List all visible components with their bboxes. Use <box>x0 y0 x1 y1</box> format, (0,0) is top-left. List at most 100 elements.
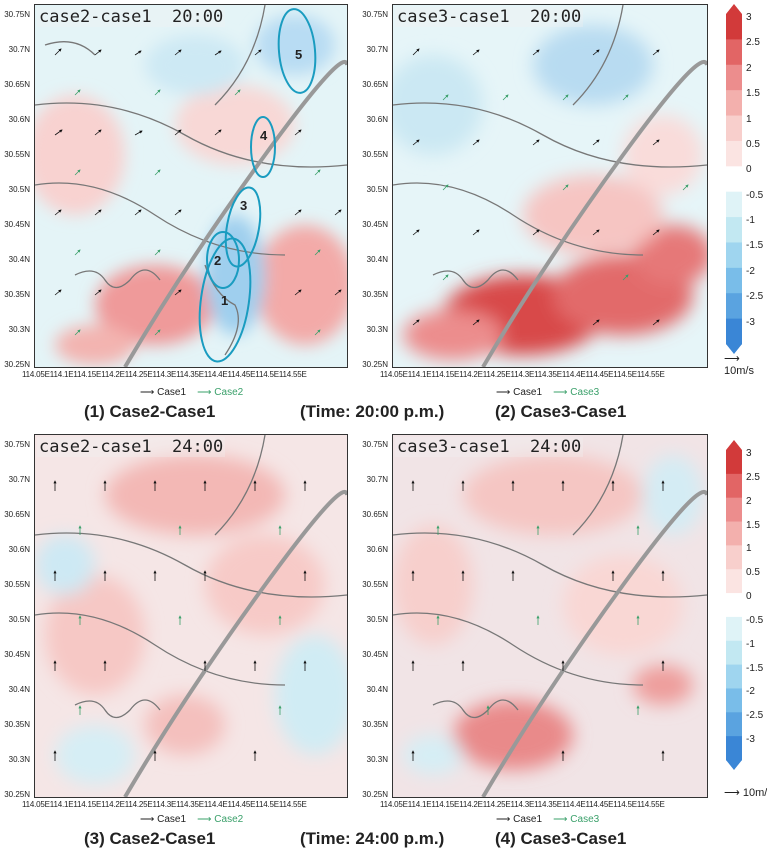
y-tick-label: 30.7N <box>8 475 30 484</box>
region-label-3: 3 <box>240 198 247 213</box>
map-frame: case2-case1 24:00 <box>34 434 348 798</box>
colorbar-segment <box>726 736 742 761</box>
colorbar-segment <box>726 473 742 499</box>
y-tick-label: 30.3N <box>366 755 388 764</box>
y-tick-label: 30.6N <box>8 115 30 124</box>
y-tick-label: 30.35N <box>4 720 30 729</box>
colorbar-segment <box>726 14 742 40</box>
y-tick-label: 30.3N <box>8 325 30 334</box>
y-tick-label: 30.6N <box>366 115 388 124</box>
y-tick-label: 30.35N <box>362 290 388 299</box>
colorbar-tick-label: -1 <box>746 638 755 650</box>
y-tick-label: 30.35N <box>4 290 30 299</box>
map-frame: case3-case1 20:00 <box>392 4 708 368</box>
colorbar-segment <box>726 616 742 642</box>
reference-vector-unit: 10m/s <box>742 787 767 799</box>
legend-case-b: Case2 <box>214 387 244 398</box>
colorbar-segment <box>726 242 742 269</box>
y-tick-label: 30.75N <box>4 10 30 19</box>
colorbar-tick-label: 2 <box>746 495 752 507</box>
y-tick-label: 30.65N <box>4 510 30 519</box>
colorbar-top <box>724 4 744 359</box>
map-frame: case3-case1 24:00 <box>392 434 708 798</box>
colorbar-segment <box>726 267 742 294</box>
legend-case-a: Case1 <box>157 814 187 825</box>
y-tick-label: 30.7N <box>366 45 388 54</box>
colorbar-scale <box>726 4 742 354</box>
y-tick-label: 30.3N <box>366 325 388 334</box>
map-frame: 1 2 3 4 5 case2-case1 20:00 <box>34 4 348 368</box>
y-tick-label: 30.55N <box>4 580 30 589</box>
colorbar-segment <box>726 293 742 320</box>
y-tick-label: 30.7N <box>366 475 388 484</box>
map-canvas: 1 2 3 4 5 <box>35 5 347 367</box>
region-label-5: 5 <box>295 47 302 62</box>
colorbar-tick-label: -2 <box>746 686 755 698</box>
legend-case-a: Case1 <box>513 814 543 825</box>
vector-legend: ⟶ Case1 ⟶ Case3 <box>496 814 600 825</box>
y-tick-label: 30.65N <box>362 80 388 89</box>
colorbar-tick-label: -2 <box>746 265 755 277</box>
x-axis-ticks: 114.05E114.1E114.15E114.2E114.25E114.3E1… <box>380 370 665 379</box>
colorbar-segment <box>726 593 742 618</box>
vector-legend: ⟶ Case1 ⟶ Case3 <box>496 387 600 398</box>
region-label-2: 2 <box>214 253 221 268</box>
colorbar-segment <box>726 640 742 666</box>
y-tick-label: 30.45N <box>4 650 30 659</box>
y-tick-label: 30.25N <box>362 360 388 369</box>
colorbar-segment <box>726 90 742 117</box>
y-tick-label: 30.55N <box>4 150 30 159</box>
colorbar-segment <box>726 64 742 91</box>
y-tick-label: 30.45N <box>362 650 388 659</box>
colorbar-segment <box>726 569 742 594</box>
colorbar-tick-label: 3 <box>746 448 752 459</box>
y-tick-label: 30.65N <box>4 80 30 89</box>
colorbar-tick-label: -0.5 <box>746 614 764 626</box>
y-tick-label: 30.5N <box>366 185 388 194</box>
map-canvas <box>35 435 347 797</box>
y-tick-label: 30.4N <box>8 685 30 694</box>
map-canvas <box>393 5 707 367</box>
colorbar-tick-label: -1 <box>746 215 755 227</box>
panel-title: case2-case1 24:00 <box>37 437 226 457</box>
colorbar-extend-bottom <box>726 344 742 354</box>
vector-legend: ⟶ Case1 ⟶ Case2 <box>140 814 244 825</box>
colorbar-tick-label: -1.5 <box>746 240 764 252</box>
colorbar-segment <box>726 664 742 689</box>
caption-panel-4: (4) Case3-Case1 <box>495 829 627 848</box>
reference-vector: ⟶ 10m/s <box>724 353 754 377</box>
colorbar-tick-label: 3 <box>746 12 752 23</box>
colorbar-extend-bottom <box>726 760 742 770</box>
y-tick-label: 30.25N <box>4 360 30 369</box>
caption-time-bottom: (Time: 24:00 p.m.) <box>300 829 445 848</box>
colorbar-segment <box>726 166 742 193</box>
y-tick-label: 30.45N <box>4 220 30 229</box>
region-outlines <box>198 8 317 363</box>
colorbar-tick-label: 1 <box>746 543 752 555</box>
colorbar-tick-label: -3 <box>746 316 755 328</box>
colorbar-segment <box>726 115 742 142</box>
colorbar-segment <box>726 497 742 523</box>
y-tick-label: 30.35N <box>362 720 388 729</box>
region-label-4: 4 <box>260 128 268 143</box>
caption-time-top: (Time: 20:00 p.m.) <box>300 402 445 421</box>
colorbar-tick-label: 0 <box>746 591 752 603</box>
y-tick-label: 30.4N <box>366 685 388 694</box>
x-axis-ticks: 114.05E114.1E114.15E114.2E114.25E114.3E1… <box>380 800 665 809</box>
colorbar-tick-label: 0.5 <box>746 138 760 150</box>
colorbar-tick-label: -3 <box>746 734 755 746</box>
y-tick-label: 30.4N <box>366 255 388 264</box>
colorbar-segment <box>726 318 742 345</box>
y-tick-label: 30.7N <box>8 45 30 54</box>
colorbar-tick-label: -0.5 <box>746 189 764 201</box>
colorbar-tick-label: -2.5 <box>746 710 764 722</box>
colorbar-tick-label: 2.5 <box>746 471 760 483</box>
y-tick-label: 30.55N <box>362 150 388 159</box>
colorbar-bottom <box>724 440 744 775</box>
colorbar-tick-label: 1 <box>746 113 752 125</box>
colorbar-tick-label: 0 <box>746 164 752 176</box>
y-tick-label: 30.75N <box>4 440 30 449</box>
y-tick-label: 30.25N <box>4 790 30 799</box>
colorbar-tick-label: -1.5 <box>746 662 764 674</box>
y-tick-label: 30.75N <box>362 10 388 19</box>
